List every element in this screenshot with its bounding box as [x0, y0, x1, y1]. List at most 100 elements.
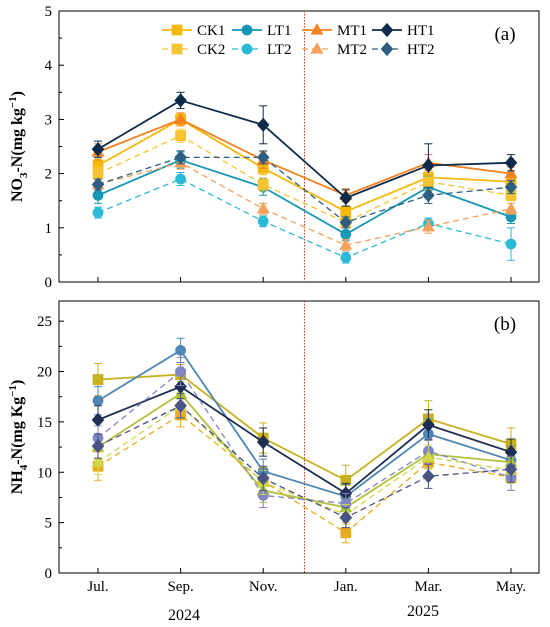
data-point [91, 412, 105, 427]
series-line [97, 178, 512, 259]
y-tick-label: 2 [45, 167, 53, 183]
legend-label: CK1 [197, 23, 225, 39]
legend-label: MT1 [337, 23, 367, 39]
legend-marker [310, 42, 324, 54]
data-point [421, 450, 435, 462]
y-axis-label-part: NH [9, 470, 26, 495]
y-axis-label-part: NO [9, 178, 26, 202]
data-point [504, 166, 518, 179]
data-point [175, 366, 187, 377]
y-tick-label: 0 [45, 275, 53, 291]
data-point [91, 438, 105, 454]
y-tick-label: 3 [45, 112, 53, 128]
data-point [175, 130, 186, 142]
data-point [257, 179, 269, 190]
legend: CK1 LT1 MT1 HT1 CK2 LT2 MT2 HT2 [162, 22, 435, 58]
plot-frame [58, 300, 540, 574]
data-point [92, 189, 104, 201]
y-axis-label-part: −1 [7, 96, 19, 108]
data-point [175, 173, 187, 185]
series-line [97, 404, 512, 519]
data-point [174, 112, 188, 125]
data-point [175, 344, 187, 356]
y-axis-label-part: -N(mg Kg [9, 397, 26, 465]
legend-label: CK2 [197, 42, 225, 58]
data-point [340, 474, 352, 486]
data-point [340, 228, 352, 240]
legend-marker [380, 41, 394, 57]
y-tick-label: 5 [45, 516, 53, 532]
data-point [504, 180, 518, 195]
data-point [174, 93, 187, 108]
x-tick-label: Jan. [334, 579, 358, 595]
data-point [421, 219, 435, 232]
data-point [256, 150, 270, 165]
data-point [504, 202, 518, 214]
data-point [174, 150, 187, 165]
data-point [504, 155, 518, 170]
panel-b: 0 5 10 15 20 25 (b) NH4-N(mg Kg−1) [7, 300, 540, 582]
series-line [97, 385, 512, 495]
data-point [92, 168, 104, 179]
legend-marker [171, 43, 183, 55]
x-tick-label: Mar. [414, 579, 442, 595]
legend-label: HT2 [407, 42, 435, 58]
y-tick-label: 5 [45, 4, 53, 20]
data-point [174, 379, 187, 394]
series-line [97, 370, 512, 505]
data-point [339, 215, 353, 230]
series-line [97, 404, 512, 516]
legend-marker [171, 24, 183, 36]
data-point [340, 527, 352, 539]
data-point [91, 142, 105, 157]
y-tick-label: 10 [37, 465, 52, 481]
x-tick-label: Sep. [167, 579, 193, 595]
series-lt2-no3 [92, 172, 517, 264]
data-point [339, 190, 353, 206]
data-point [92, 395, 104, 407]
legend-marker [310, 23, 324, 35]
series-ht2-no3 [91, 150, 518, 230]
year-label-2024: 2024 [168, 607, 200, 624]
data-point [256, 434, 270, 450]
y-axis-label: NH4-N(mg Kg−1) [7, 380, 30, 495]
y-axis-label-part: -N(mg kg [9, 108, 26, 172]
panel-label: (b) [494, 314, 516, 335]
y-axis-label: NO3-N(mg kg−1) [7, 91, 30, 202]
series-line [97, 134, 512, 224]
y-axis-label-part: 3 [18, 172, 30, 178]
series-line [97, 99, 512, 200]
data-point [422, 469, 435, 484]
x-tick-label: Nov. [249, 579, 278, 595]
y-tick-label: 0 [45, 566, 53, 582]
panel-label: (a) [494, 24, 515, 45]
legend-marker [380, 22, 394, 38]
y-tick-label: 15 [37, 415, 52, 431]
data-point [256, 117, 270, 132]
data-point [91, 455, 105, 467]
data-point [422, 417, 435, 433]
x-axis-labels: Jul. Sep. Nov. Jan. Mar. May. 2024 2025 [87, 579, 526, 624]
legend-label: LT1 [267, 23, 291, 39]
data-point [504, 462, 518, 477]
data-point [257, 215, 269, 227]
year-label-2025: 2025 [407, 603, 439, 620]
data-point [174, 398, 187, 413]
data-point [423, 176, 434, 188]
legend-label: HT1 [407, 23, 435, 39]
data-point [340, 252, 352, 264]
legend-marker [241, 43, 253, 55]
series-ht2-nh4 [91, 393, 518, 529]
y-axis-label-part: ) [9, 380, 26, 385]
data-point [92, 207, 104, 219]
y-tick-label: 1 [45, 221, 53, 237]
data-point [91, 177, 105, 192]
data-point [422, 158, 435, 173]
data-point [339, 238, 353, 250]
y-tick-label: 4 [45, 58, 53, 74]
series-line [97, 156, 512, 224]
data-point [256, 471, 270, 486]
legend-label: MT2 [337, 42, 367, 58]
